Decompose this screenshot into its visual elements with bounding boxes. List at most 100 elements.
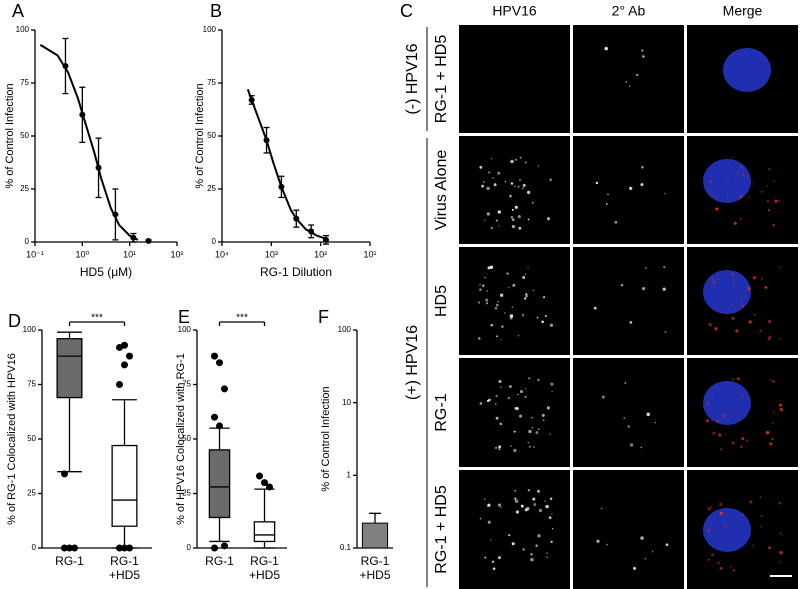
puncta xyxy=(485,302,489,305)
y-tick-label: 75 xyxy=(20,78,29,87)
puncta xyxy=(533,503,537,506)
puncta xyxy=(497,171,501,175)
puncta xyxy=(528,445,531,448)
group-label: (-) HPV16 xyxy=(404,43,421,114)
puncta xyxy=(489,265,494,269)
puncta xyxy=(715,207,719,211)
puncta xyxy=(520,504,524,508)
puncta xyxy=(514,489,516,492)
nucleus xyxy=(703,508,751,552)
puncta xyxy=(752,183,754,185)
y-tick-label: 25 xyxy=(207,184,216,193)
puncta xyxy=(652,551,654,553)
puncta xyxy=(739,194,743,199)
nucleus xyxy=(703,159,751,203)
outlier xyxy=(61,544,68,552)
outlier xyxy=(66,544,73,552)
significance-label: *** xyxy=(236,313,248,324)
puncta xyxy=(731,317,735,320)
puncta xyxy=(486,186,490,191)
puncta xyxy=(515,510,520,514)
puncta xyxy=(706,401,710,405)
puncta xyxy=(484,219,486,222)
puncta xyxy=(523,297,527,300)
column-header: Merge xyxy=(723,3,763,19)
puncta xyxy=(509,316,513,320)
data-point xyxy=(62,63,69,70)
outlier xyxy=(126,544,133,552)
x-tick-label: 10⁰ xyxy=(76,249,90,259)
puncta xyxy=(498,447,501,451)
outlier xyxy=(261,479,268,487)
box xyxy=(56,338,83,399)
puncta xyxy=(726,197,729,200)
puncta xyxy=(645,267,647,269)
puncta xyxy=(640,446,642,449)
puncta xyxy=(481,184,484,188)
puncta xyxy=(766,185,768,187)
puncta xyxy=(596,539,600,543)
puncta xyxy=(541,320,544,324)
y-axis-label: % of HPV16 Colocalized with RG-1 xyxy=(175,353,187,525)
puncta xyxy=(537,165,540,167)
panel-letter: A xyxy=(12,1,24,21)
puncta xyxy=(654,421,656,424)
column-header: HPV16 xyxy=(492,3,537,19)
puncta xyxy=(747,286,751,291)
puncta xyxy=(511,306,513,308)
puncta xyxy=(740,445,743,449)
puncta xyxy=(746,439,749,442)
puncta xyxy=(629,85,631,87)
puncta xyxy=(716,419,720,423)
puncta xyxy=(772,180,775,183)
data-point xyxy=(95,164,102,171)
puncta xyxy=(519,414,523,418)
puncta xyxy=(604,46,608,51)
puncta xyxy=(487,266,491,270)
row-label: RG-1 xyxy=(433,393,450,431)
puncta xyxy=(511,218,515,221)
puncta xyxy=(532,497,536,501)
puncta xyxy=(544,500,546,502)
puncta xyxy=(489,539,492,541)
puncta xyxy=(641,287,646,291)
y-tick-label: 75 xyxy=(182,380,191,389)
puncta xyxy=(544,315,547,318)
puncta xyxy=(518,226,522,230)
bar xyxy=(361,522,389,549)
box xyxy=(253,521,276,543)
data-point xyxy=(248,96,255,103)
y-tick-label: 0 xyxy=(212,237,217,246)
puncta xyxy=(535,431,539,434)
puncta xyxy=(509,194,512,198)
row-label: Virus Alone xyxy=(433,150,450,231)
puncta xyxy=(494,306,498,310)
puncta xyxy=(495,395,498,398)
puncta xyxy=(740,166,743,169)
puncta xyxy=(526,190,531,195)
puncta xyxy=(764,285,768,289)
puncta xyxy=(642,55,645,58)
puncta xyxy=(760,514,763,517)
puncta xyxy=(550,540,553,544)
micrograph xyxy=(459,470,570,589)
row-label: HD5 xyxy=(433,285,450,317)
puncta xyxy=(769,442,773,446)
y-tick-label: 0 xyxy=(187,543,192,552)
puncta xyxy=(488,171,491,174)
puncta xyxy=(485,298,489,302)
puncta xyxy=(496,335,498,338)
puncta xyxy=(519,156,522,159)
x-tick-label: 10² xyxy=(170,249,183,259)
y-tick-label: 50 xyxy=(207,131,216,140)
puncta xyxy=(498,445,502,449)
puncta xyxy=(707,528,711,533)
x-tick-label: 10⁴ xyxy=(215,249,229,259)
puncta xyxy=(506,272,509,275)
puncta xyxy=(528,429,532,434)
puncta xyxy=(711,393,714,396)
micrograph xyxy=(573,247,684,355)
puncta xyxy=(779,407,784,412)
puncta xyxy=(500,506,502,508)
